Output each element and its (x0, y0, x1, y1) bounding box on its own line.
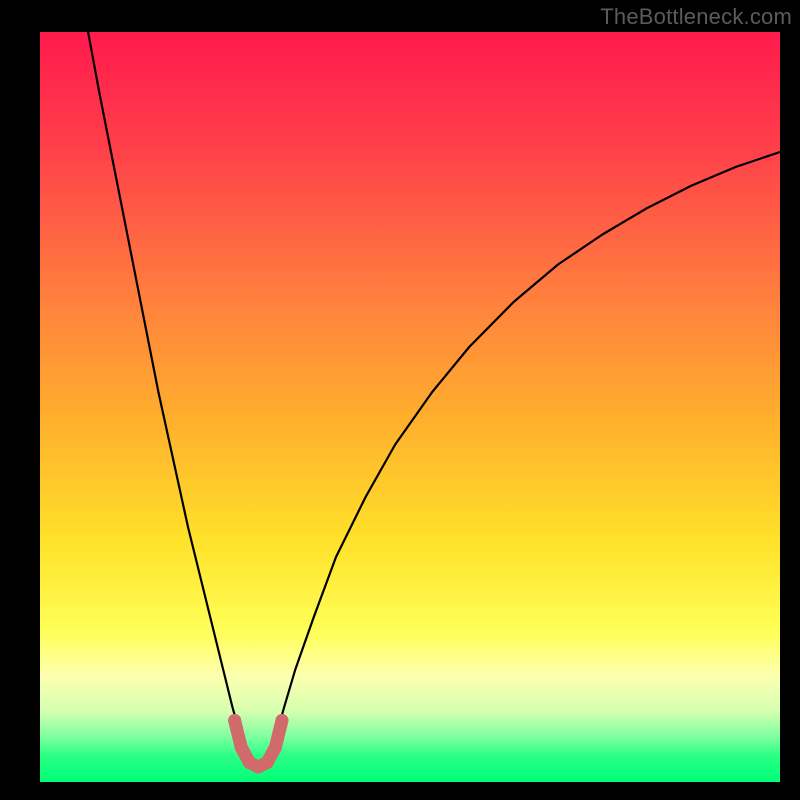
trough-marker-dot (228, 714, 241, 727)
trough-marker-dot (275, 714, 288, 727)
chart-frame: TheBottleneck.com (0, 0, 800, 800)
trough-marker-dot (261, 756, 274, 769)
curve-overlay (40, 32, 780, 782)
plot-area (40, 32, 780, 782)
trough-marker-dot (235, 741, 248, 754)
trough-marker-dot (269, 741, 282, 754)
curve-right-branch (277, 152, 780, 733)
curve-left-branch (88, 32, 240, 733)
watermark-text: TheBottleneck.com (600, 4, 792, 30)
